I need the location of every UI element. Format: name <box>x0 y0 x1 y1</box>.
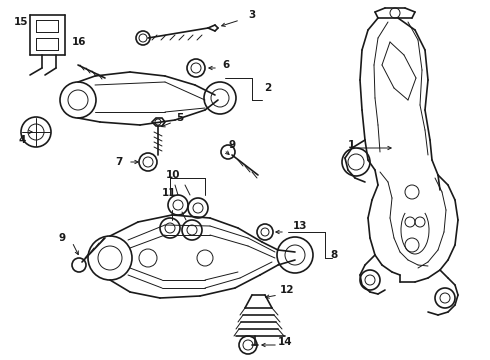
Text: 4: 4 <box>18 135 25 145</box>
Text: 5: 5 <box>176 113 183 123</box>
Text: 12: 12 <box>280 285 294 295</box>
Text: 10: 10 <box>166 170 180 180</box>
Text: 14: 14 <box>278 337 293 347</box>
Text: 3: 3 <box>248 10 255 20</box>
Text: 16: 16 <box>72 37 87 47</box>
Text: 9: 9 <box>228 140 235 150</box>
Text: 8: 8 <box>330 250 337 260</box>
Text: 15: 15 <box>14 17 28 27</box>
Text: 6: 6 <box>222 60 229 70</box>
Text: 9: 9 <box>58 233 65 243</box>
Text: 2: 2 <box>264 83 271 93</box>
Text: 7: 7 <box>115 157 122 167</box>
Text: 13: 13 <box>293 221 308 231</box>
Text: 11: 11 <box>162 188 176 198</box>
Text: 1: 1 <box>348 140 355 150</box>
